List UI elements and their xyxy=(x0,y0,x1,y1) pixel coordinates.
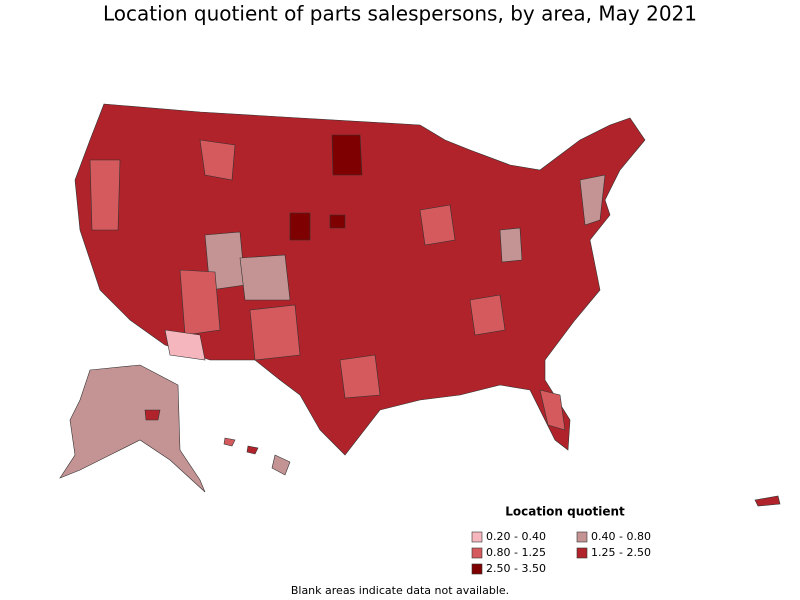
region xyxy=(539,389,566,431)
alaska-region xyxy=(144,409,161,421)
legend-swatch xyxy=(576,531,588,543)
region xyxy=(199,139,236,181)
footnote: Blank areas indicate data not available. xyxy=(291,584,509,597)
puerto-rico xyxy=(754,495,781,507)
region xyxy=(469,294,506,336)
region xyxy=(339,354,381,399)
legend-label: 0.40 - 0.80 xyxy=(591,530,651,543)
hawaii xyxy=(246,445,259,455)
legend-swatch xyxy=(471,547,483,559)
alaska xyxy=(59,364,206,493)
legend-label: 1.25 - 2.50 xyxy=(591,546,651,559)
region xyxy=(419,204,456,246)
region xyxy=(164,329,206,361)
legend-title: Location quotient xyxy=(505,505,625,519)
hawaii xyxy=(271,454,291,476)
region xyxy=(179,269,221,336)
region xyxy=(331,134,363,176)
legend: Location quotient 0.20 - 0.40 0.40 - 0.80… xyxy=(471,505,651,575)
map-title: Location quotient of parts salespersons,… xyxy=(103,2,697,26)
region xyxy=(579,174,606,226)
us-map xyxy=(59,103,781,507)
legend-swatch xyxy=(471,531,483,543)
region xyxy=(239,254,291,301)
region xyxy=(499,227,523,263)
legend-label: 0.20 - 0.40 xyxy=(486,530,546,543)
region xyxy=(249,304,301,361)
region xyxy=(329,214,346,229)
hawaii xyxy=(223,437,236,447)
legend-swatch xyxy=(471,563,483,575)
legend-label: 0.80 - 1.25 xyxy=(486,546,546,559)
legend-label: 2.50 - 3.50 xyxy=(486,562,546,575)
region xyxy=(89,159,121,231)
region xyxy=(289,212,311,241)
legend-swatch xyxy=(576,547,588,559)
